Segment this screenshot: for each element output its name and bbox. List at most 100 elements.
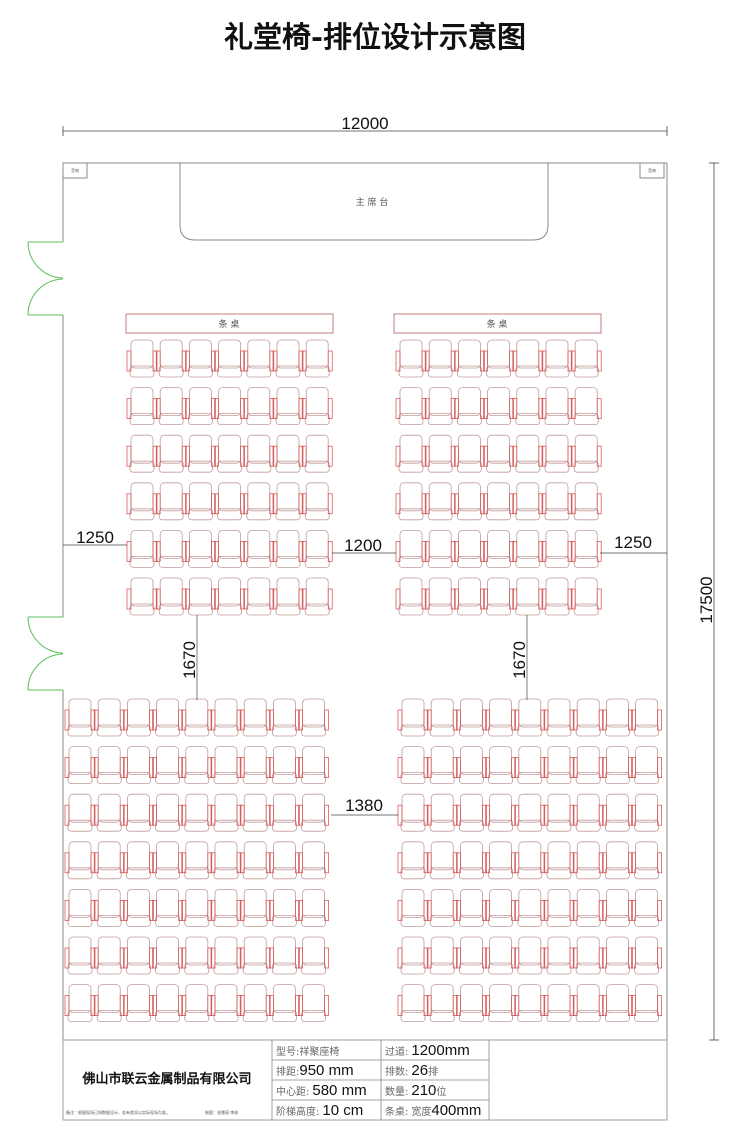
chair[interactable] [239,889,271,927]
chair[interactable] [239,746,271,784]
chair[interactable] [483,434,514,473]
chair[interactable] [543,889,575,927]
chair[interactable] [181,793,213,832]
chair[interactable] [602,793,633,832]
chair[interactable] [181,889,213,927]
chair[interactable] [570,482,602,521]
chair[interactable] [512,339,544,378]
chair[interactable] [210,936,242,975]
chair[interactable] [483,482,514,521]
chair[interactable] [152,936,183,975]
chair[interactable] [602,889,633,927]
chair[interactable] [181,841,213,880]
chair[interactable] [152,841,183,880]
chair[interactable] [126,434,158,473]
chair[interactable] [155,482,187,521]
chair[interactable] [64,936,96,975]
chair[interactable] [269,984,300,1022]
chair[interactable] [181,698,213,737]
chair[interactable] [301,339,333,378]
chair[interactable] [543,793,575,832]
chair[interactable] [456,841,487,880]
chair[interactable] [485,984,516,1022]
chair[interactable] [239,841,271,880]
chair[interactable] [572,698,604,737]
chair[interactable] [512,434,544,473]
chair[interactable] [631,841,662,880]
chair[interactable] [214,339,245,378]
chair[interactable] [243,482,275,521]
chair[interactable] [543,841,575,880]
chair[interactable] [210,889,242,927]
chair[interactable] [126,577,158,616]
chair[interactable] [485,793,516,832]
chair[interactable] [181,746,213,784]
chair[interactable] [185,434,216,473]
chair[interactable] [272,434,304,473]
chair[interactable] [483,339,514,378]
chair[interactable] [631,936,662,975]
chair[interactable] [243,434,275,473]
chair[interactable] [483,387,514,426]
chair[interactable] [424,577,456,616]
chair[interactable] [512,482,544,521]
chair[interactable] [485,746,516,784]
chair[interactable] [123,793,154,832]
chair[interactable] [64,746,96,784]
chair[interactable] [572,746,604,784]
chair[interactable] [243,530,275,568]
chair[interactable] [155,434,187,473]
chair[interactable] [269,746,300,784]
chair[interactable] [456,746,487,784]
chair[interactable] [512,577,544,616]
chair[interactable] [181,936,213,975]
chair[interactable] [243,339,275,378]
chair[interactable] [572,984,604,1022]
chair[interactable] [512,530,544,568]
chair[interactable] [572,793,604,832]
chair[interactable] [572,936,604,975]
chair[interactable] [185,387,216,426]
chair[interactable] [301,482,333,521]
chair[interactable] [456,984,487,1022]
chair[interactable] [424,530,456,568]
chair[interactable] [514,793,546,832]
chair[interactable] [126,339,158,378]
chair[interactable] [570,387,602,426]
chair[interactable] [514,746,546,784]
chair[interactable] [541,577,573,616]
chair[interactable] [426,889,458,927]
chair[interactable] [631,889,662,927]
chair[interactable] [395,530,427,568]
chair[interactable] [483,530,514,568]
chair[interactable] [397,793,429,832]
chair[interactable] [570,434,602,473]
chair[interactable] [514,936,546,975]
chair[interactable] [93,746,125,784]
chair[interactable] [454,434,485,473]
chair[interactable] [301,387,333,426]
chair[interactable] [272,482,304,521]
chair[interactable] [93,698,125,737]
chair[interactable] [93,793,125,832]
chair[interactable] [185,339,216,378]
chair[interactable] [397,841,429,880]
chair[interactable] [570,339,602,378]
chair[interactable] [514,889,546,927]
chair[interactable] [123,936,154,975]
chair[interactable] [126,482,158,521]
chair[interactable] [93,889,125,927]
chair[interactable] [631,984,662,1022]
chair[interactable] [301,434,333,473]
chair[interactable] [152,746,183,784]
chair[interactable] [64,889,96,927]
chair[interactable] [456,889,487,927]
chair[interactable] [512,387,544,426]
chair[interactable] [424,387,456,426]
chair[interactable] [631,793,662,832]
chair[interactable] [514,698,546,737]
chair[interactable] [485,936,516,975]
chair[interactable] [485,698,516,737]
door-upper[interactable] [27,241,64,316]
chair[interactable] [155,339,187,378]
